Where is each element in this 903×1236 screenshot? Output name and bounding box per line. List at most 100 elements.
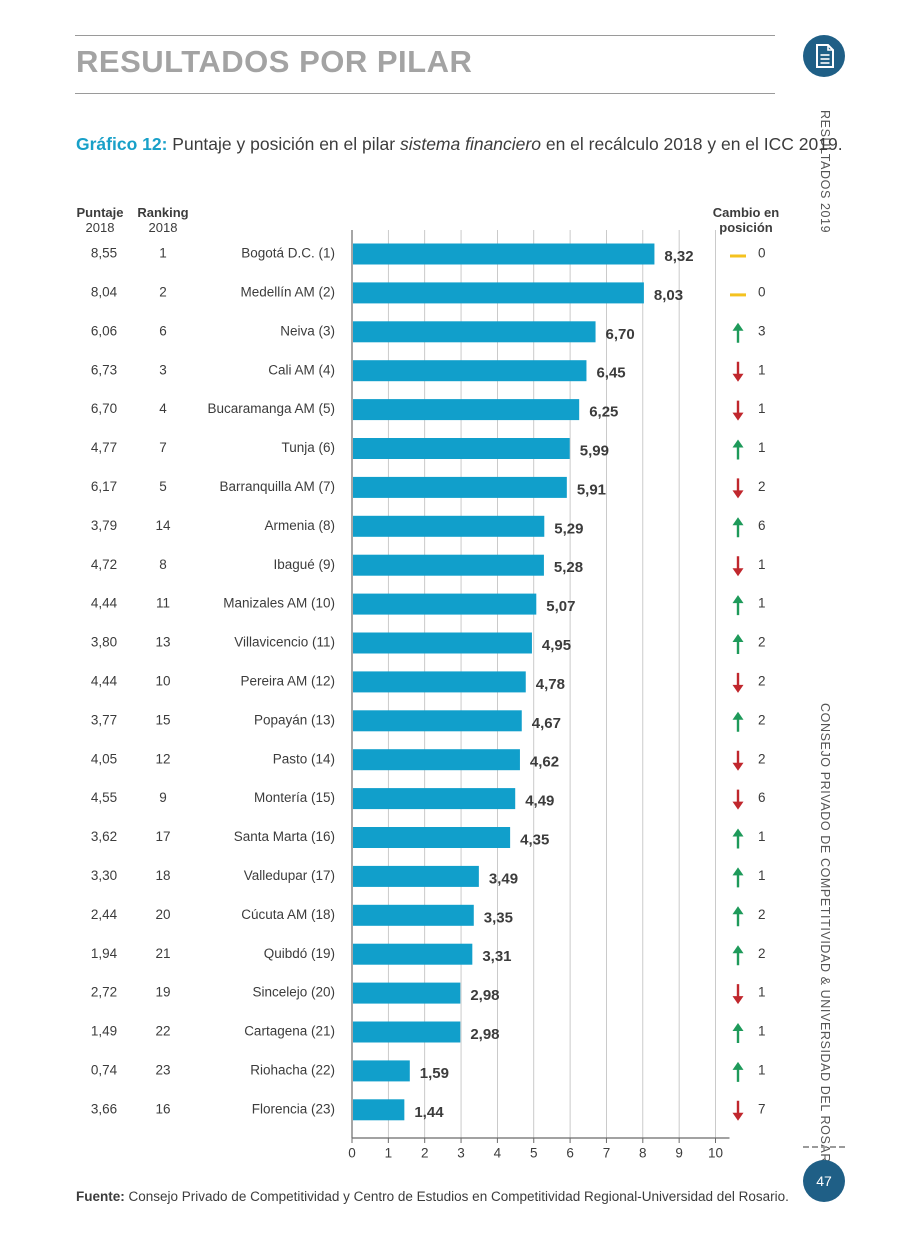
category-label: Bucaramanga AM (5) [207,401,335,416]
score-2018-value: 3,30 [91,868,117,883]
bar [353,632,532,654]
category-label: Quibdó (19) [264,946,335,961]
bar-value-label: 1,44 [414,1104,444,1121]
score-2018-value: 4,77 [91,440,117,455]
position-change-value: 1 [758,985,766,1000]
ranking-2018-value: 19 [155,985,170,1000]
bar-value-label: 5,07 [546,598,575,615]
change-header-line2: posición [719,220,773,235]
category-label: Bogotá D.C. (1) [241,246,335,261]
ranking-2018-value: 7 [159,440,167,455]
ranking-2018-title: Ranking [137,205,189,220]
bar [353,1060,410,1082]
position-change-value: 0 [758,246,766,261]
position-change-value: 2 [758,712,766,727]
bar [353,321,596,343]
position-change-value: 1 [758,557,766,572]
bar-value-label: 4,35 [520,831,549,848]
arrow-up-icon [732,517,744,538]
bar-value-label: 2,98 [470,1026,499,1043]
position-change-value: 1 [758,401,766,416]
position-change-value: 2 [758,946,766,961]
ranking-2018-value: 15 [155,712,170,727]
score-2018-value: 6,73 [91,362,117,377]
source-note: Fuente: Consejo Privado de Competitivida… [76,1189,789,1204]
ranking-2018-value: 17 [155,829,170,844]
position-change-value: 3 [758,323,766,338]
side-section-label: RESULTADOS 2019 [818,110,832,234]
position-change-value: 1 [758,1062,766,1077]
category-label: Ibagué (9) [273,557,335,572]
bar [353,282,644,304]
ranking-2018-value: 2 [159,284,167,299]
score-2018-value: 6,06 [91,323,117,338]
bar [353,476,567,498]
x-tick-label: 3 [457,1146,465,1161]
category-label: Pasto (14) [273,751,335,766]
bar [353,438,570,459]
change-header-line1: Cambio en [712,205,780,220]
bar-value-label: 5,29 [554,520,583,537]
category-label: Montería (15) [254,790,335,805]
arrow-up-icon [732,1061,744,1082]
x-tick-label: 2 [421,1146,429,1161]
ranking-2018-value: 12 [155,751,170,766]
chart-caption: Gráfico 12: Puntaje y posición en el pil… [76,134,843,155]
category-label: Florencia (23) [252,1101,335,1116]
score-2018-value: 4,44 [91,673,118,688]
arrow-down-icon [732,361,744,382]
bar [353,554,544,576]
score-2018-value: 3,80 [91,635,117,650]
bar-value-label: 4,49 [525,793,554,810]
bar [353,515,545,537]
x-tick-label: 9 [675,1146,683,1161]
ranking-2018-value: 4 [159,401,167,416]
score-2018-value: 4,55 [91,790,117,805]
category-label: Santa Marta (16) [234,829,335,844]
arrow-down-icon [732,672,744,693]
position-change-value: 1 [758,440,766,455]
bar [353,1021,461,1043]
x-tick-label: 7 [603,1146,611,1161]
bar-value-label: 6,45 [596,365,625,382]
category-label: Medellín AM (2) [240,284,335,299]
bar-value-label: 5,28 [554,559,583,576]
ranking-2018-value: 23 [155,1062,170,1077]
bar [353,865,479,887]
category-label: Cúcuta AM (18) [241,907,335,922]
ranking-2018-value: 11 [156,596,170,611]
category-label: Cartagena (21) [244,1024,335,1039]
position-change-value: 1 [758,1024,766,1039]
category-label: Manizales AM (10) [223,596,335,611]
bar [353,593,537,615]
arrow-up-icon [732,711,744,732]
bar-value-label: 3,35 [484,909,513,926]
bar-value-label: 2,98 [470,987,499,1004]
arrow-up-icon [732,634,744,654]
bar [353,788,516,810]
ranking-2018-value: 9 [159,790,167,805]
score-2018-value: 0,74 [91,1062,118,1077]
position-change-value: 2 [758,635,766,650]
bar [353,982,461,1004]
arrow-up-icon [732,828,744,849]
position-change-value: 6 [758,518,766,533]
ranking-2018-value: 3 [159,362,167,377]
score-2018-value: 1,49 [91,1024,117,1039]
bar-value-label: 3,31 [482,948,511,965]
position-change-value: 0 [758,284,766,299]
bar [353,360,587,382]
position-change-value: 1 [758,868,766,883]
arrow-down-icon [732,556,744,577]
arrow-down-icon [732,400,744,421]
position-change-value: 1 [758,596,766,611]
x-tick-label: 5 [530,1146,538,1161]
category-label: Valledupar (17) [244,868,335,883]
ranking-2018-header: Ranking 2018 [130,205,196,235]
arrow-up-icon [732,906,744,927]
score-2018-value: 8,04 [91,284,118,299]
bar-value-label: 5,99 [580,442,609,459]
caption-text-italic: sistema financiero [399,134,541,154]
bar [353,943,473,965]
arrow-up-icon [732,1023,744,1043]
